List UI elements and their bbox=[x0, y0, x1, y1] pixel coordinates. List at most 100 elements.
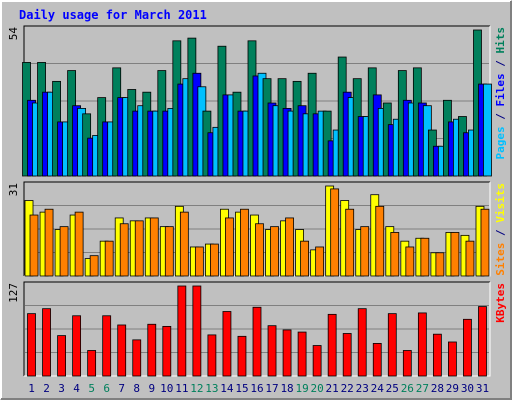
bar-kbytes-day-8 bbox=[132, 339, 142, 377]
x-tick-label-day-13: 13 bbox=[205, 382, 218, 395]
legend-part-3: / bbox=[494, 54, 507, 74]
x-tick-label-day-25: 25 bbox=[386, 382, 399, 395]
x-tick-label-day-28: 28 bbox=[431, 382, 444, 395]
x-axis-tick-labels: 1 2 3 4 5 6 7 8 9 10 11 12 13 14 15 16 17 18 19 20 21 22 23 24 2… bbox=[28, 382, 489, 395]
bar-sites-day-3 bbox=[59, 226, 69, 277]
bar-sites-day-24 bbox=[375, 205, 385, 277]
bar-kbytes-day-9 bbox=[147, 323, 157, 377]
bar-sites-day-5 bbox=[89, 255, 99, 277]
x-tick-label-day-16: 16 bbox=[250, 382, 263, 395]
x-tick-label-day-2: 2 bbox=[43, 382, 50, 395]
panel-legend-label: Pages / Files / Hits bbox=[494, 27, 507, 160]
bar-kbytes-day-31 bbox=[478, 306, 487, 377]
bar-sites-day-19 bbox=[300, 240, 309, 277]
bar-sites-day-18 bbox=[285, 217, 294, 277]
x-tick-label-day-4: 4 bbox=[73, 382, 80, 395]
y-scale-label: 54 bbox=[7, 27, 20, 41]
x-tick-label-day-27: 27 bbox=[416, 382, 429, 395]
bar-sites-day-10 bbox=[164, 226, 174, 277]
bar-sites-day-13 bbox=[210, 243, 219, 277]
x-tick-label-day-17: 17 bbox=[265, 382, 278, 395]
legend-part-4: Hits bbox=[494, 27, 507, 54]
bar-sites-day-2 bbox=[44, 208, 54, 277]
x-tick-label-day-29: 29 bbox=[446, 382, 459, 395]
bar-kbytes-day-29 bbox=[448, 341, 457, 377]
bar-kbytes-day-13 bbox=[207, 334, 217, 377]
bar-kbytes-day-4 bbox=[72, 315, 82, 377]
x-tick-label-day-26: 26 bbox=[401, 382, 414, 395]
chart-title: Daily usage for March 2011 bbox=[19, 8, 207, 22]
bar-kbytes-day-26 bbox=[402, 350, 412, 377]
legend-part-1: / bbox=[494, 107, 507, 127]
panel-visits-sites: 31 Sites / Visits bbox=[7, 181, 507, 277]
bar-sites-day-9 bbox=[149, 217, 159, 277]
legend-part-0: Pages bbox=[494, 126, 507, 159]
chart-panels: 54 Pages / Files / Hits 31 Sites / Visits 12… bbox=[7, 25, 507, 377]
bar-kbytes-day-25 bbox=[387, 313, 397, 377]
bar-sites-day-22 bbox=[345, 208, 355, 277]
bar-sites-day-14 bbox=[225, 217, 234, 277]
bar-kbytes-day-21 bbox=[327, 313, 337, 377]
x-tick-label-day-11: 11 bbox=[175, 382, 188, 395]
x-tick-label-day-19: 19 bbox=[295, 382, 308, 395]
x-tick-label-day-21: 21 bbox=[326, 382, 339, 395]
bar-sites-day-17 bbox=[270, 226, 279, 277]
bar-sites-day-31 bbox=[480, 208, 490, 277]
bar-kbytes-day-1 bbox=[27, 313, 36, 377]
x-tick-label-day-1: 1 bbox=[28, 382, 35, 395]
x-tick-label-day-8: 8 bbox=[133, 382, 140, 395]
legend-part-2: Files bbox=[494, 73, 507, 106]
panel-legend-label: Sites / Visits bbox=[494, 183, 507, 276]
x-tick-label-day-30: 30 bbox=[461, 382, 474, 395]
bar-kbytes-day-22 bbox=[342, 333, 352, 377]
x-tick-label-day-23: 23 bbox=[356, 382, 369, 395]
bar-kbytes-day-15 bbox=[237, 335, 247, 377]
bar-sites-day-28 bbox=[435, 252, 445, 277]
y-scale-label: 127 bbox=[7, 283, 20, 303]
bar-kbytes-day-3 bbox=[57, 335, 66, 377]
panel-legend-label: KBytes bbox=[494, 283, 507, 323]
bar-sites-day-7 bbox=[119, 223, 129, 277]
bar-kbytes-day-5 bbox=[87, 350, 97, 377]
x-tick-label-day-3: 3 bbox=[58, 382, 65, 395]
bar-kbytes-day-28 bbox=[432, 333, 442, 377]
x-tick-label-day-9: 9 bbox=[148, 382, 155, 395]
bar-kbytes-day-27 bbox=[417, 312, 427, 377]
x-tick-label-day-24: 24 bbox=[371, 382, 385, 395]
bar-sites-day-20 bbox=[315, 246, 325, 277]
x-tick-label-day-10: 10 bbox=[160, 382, 173, 395]
x-tick-label-day-6: 6 bbox=[103, 382, 110, 395]
x-tick-label-day-15: 15 bbox=[235, 382, 248, 395]
x-tick-label-day-5: 5 bbox=[88, 382, 95, 395]
x-tick-label-day-22: 22 bbox=[341, 382, 354, 395]
x-tick-label-day-7: 7 bbox=[118, 382, 125, 395]
bar-kbytes-day-2 bbox=[42, 308, 51, 377]
legend-part-0: KBytes bbox=[494, 283, 507, 323]
legend-part-2: Visits bbox=[494, 183, 507, 223]
bar-sites-day-30 bbox=[465, 240, 475, 277]
x-tick-label-day-14: 14 bbox=[220, 382, 234, 395]
legend-part-0: Sites bbox=[494, 243, 507, 276]
x-tick-label-day-18: 18 bbox=[280, 382, 293, 395]
bar-kbytes-day-18 bbox=[282, 329, 292, 377]
bar-kbytes-day-16 bbox=[252, 306, 262, 377]
bar-kbytes-day-11 bbox=[177, 285, 187, 377]
bar-kbytes-day-14 bbox=[222, 311, 232, 377]
bar-sites-day-4 bbox=[74, 211, 84, 277]
bar-kbytes-day-19 bbox=[297, 331, 307, 377]
bar-kbytes-day-7 bbox=[117, 324, 127, 377]
bar-kbytes-day-17 bbox=[267, 325, 277, 377]
bar-sites-day-6 bbox=[104, 240, 114, 277]
bar-sites-day-12 bbox=[194, 246, 204, 277]
panel-hits-files-pages: 54 Pages / Files / Hits bbox=[7, 25, 507, 177]
bar-kbytes-day-12 bbox=[192, 285, 202, 377]
bar-sites-day-11 bbox=[179, 211, 189, 277]
x-tick-label-day-31: 31 bbox=[476, 382, 489, 395]
bar-kbytes-day-23 bbox=[357, 308, 367, 377]
bar-sites-day-23 bbox=[360, 226, 370, 277]
legend-part-1: / bbox=[494, 223, 507, 243]
bar-sites-day-8 bbox=[134, 220, 144, 277]
bar-sites-day-27 bbox=[420, 237, 430, 277]
